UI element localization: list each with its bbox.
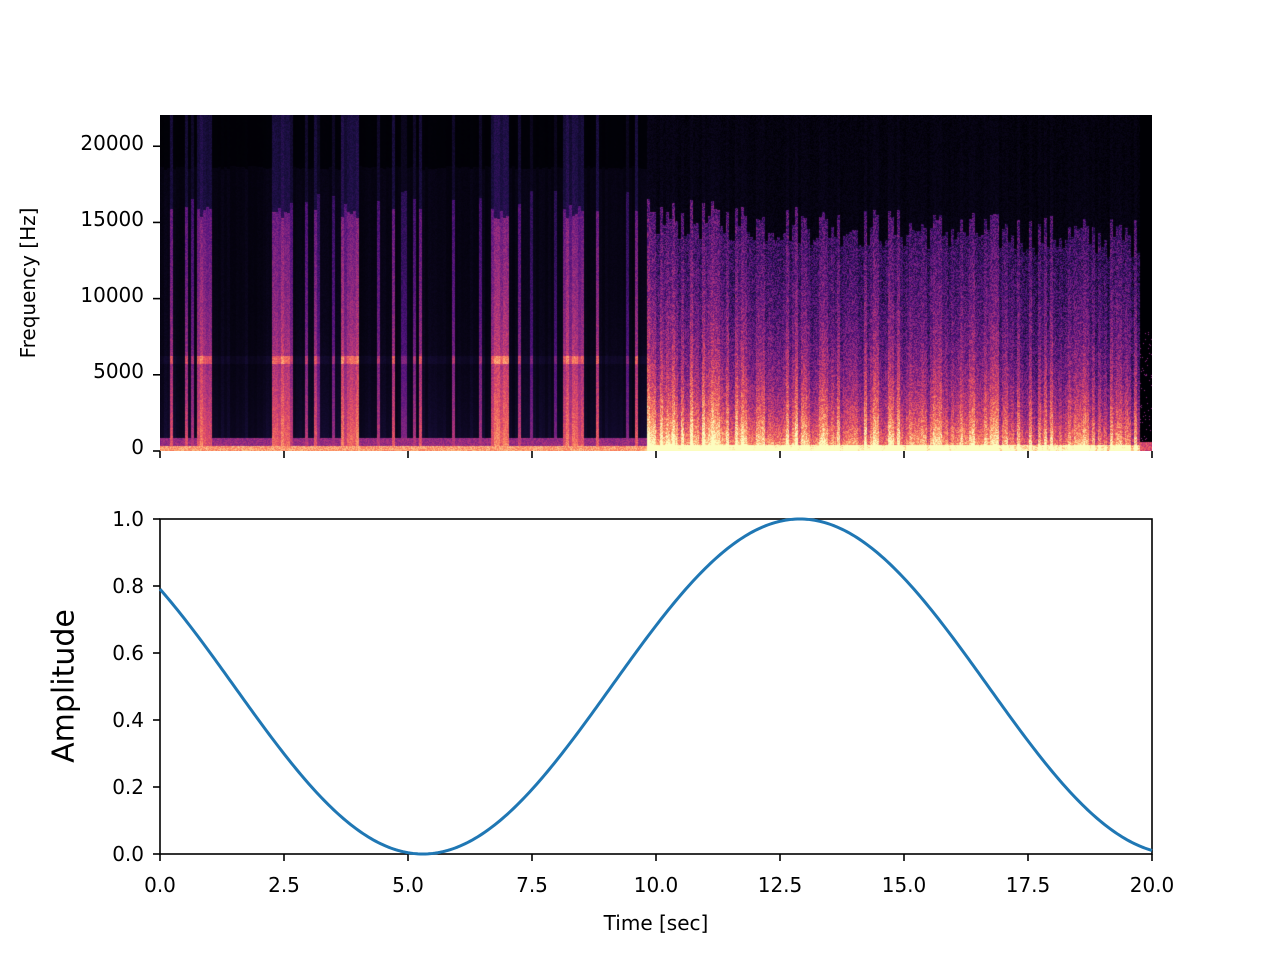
amp-xtick-label: 15.0 [881,873,927,897]
spec-ytick-label: 5000 [93,359,144,383]
amp-xlabel: Time [sec] [603,911,709,935]
amp-ytick-label: 0.6 [112,641,144,665]
amp-ytick-label: 0.2 [112,775,144,799]
amp-xtick-label: 20.0 [1129,873,1175,897]
amp-xtick-label: 10.0 [633,873,679,897]
amp-ytick-label: 0.8 [112,574,144,598]
amp-ytick-label: 0.0 [112,842,144,866]
amp-ytick-label: 0.4 [112,708,144,732]
spec-ytick-label: 0 [131,435,144,459]
amp-xtick-label: 2.5 [268,873,300,897]
amp-xtick-label: 7.5 [516,873,548,897]
amplitude-line [158,517,1153,856]
amp-xtick-label: 12.5 [757,873,803,897]
amp-xtick-label: 17.5 [1005,873,1051,897]
amp-ticks [153,518,1153,861]
amp-xtick-label: 0.0 [144,873,176,897]
spec-ytick-label: 10000 [80,283,144,307]
spectrogram-image [160,115,1152,451]
spec-ytick-label: 15000 [80,207,144,231]
amp-xtick-label: 5.0 [392,873,424,897]
amp-ytick-label: 1.0 [112,507,144,531]
spec-ytick-label: 20000 [80,131,144,155]
spec-ticks [153,145,1153,458]
amp-axes-frame [159,518,1153,855]
